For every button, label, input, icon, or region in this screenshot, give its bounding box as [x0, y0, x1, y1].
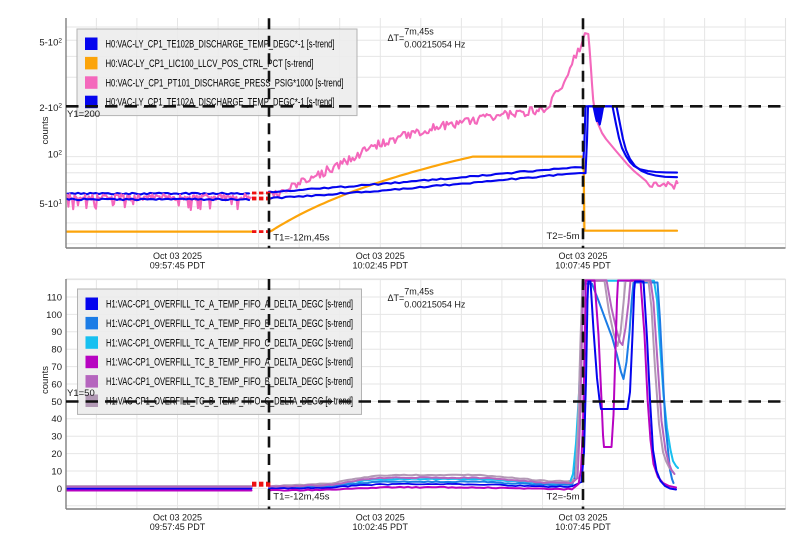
svg-text:7m,45s: 7m,45s: [404, 26, 434, 36]
svg-text:T1=-12m,45s: T1=-12m,45s: [273, 232, 329, 243]
svg-text:Oct 03 2025: Oct 03 2025: [356, 513, 405, 523]
svg-text:40: 40: [51, 414, 62, 425]
svg-text:80: 80: [51, 345, 62, 356]
svg-text:7m,45s: 7m,45s: [404, 287, 434, 297]
svg-text:Oct 03 2025: Oct 03 2025: [153, 513, 202, 523]
svg-text:H0:VAC-LY_CP1_LIC100_LLCV_POS_: H0:VAC-LY_CP1_LIC100_LLCV_POS_CTRL_PCT […: [106, 58, 314, 70]
svg-text:counts: counts: [40, 116, 51, 144]
svg-text:H1:VAC-CP1_OVERFILL_TC_B_TEMP_: H1:VAC-CP1_OVERFILL_TC_B_TEMP_FIFO_A_DEL…: [106, 357, 353, 369]
svg-text:T2=-5m: T2=-5m: [547, 231, 580, 242]
svg-text:H0:VAC-LY_CP1_TE102A_DISCHARGE: H0:VAC-LY_CP1_TE102A_DISCHARGE_TEMP_DEGC…: [106, 97, 335, 109]
svg-text:T1=-12m,45s: T1=-12m,45s: [273, 492, 329, 503]
svg-text:H1:VAC-CP1_OVERFILL_TC_B_TEMP_: H1:VAC-CP1_OVERFILL_TC_B_TEMP_FIFO_B_DEL…: [106, 376, 353, 388]
svg-text:H1:VAC-CP1_OVERFILL_TC_A_TEMP_: H1:VAC-CP1_OVERFILL_TC_A_TEMP_FIFO_A_DEL…: [106, 299, 353, 311]
svg-text:5-101: 5-101: [39, 199, 62, 210]
svg-text:ΔT=: ΔT=: [388, 293, 405, 303]
svg-text:10:07:45 PDT: 10:07:45 PDT: [555, 522, 611, 532]
svg-text:Oct 03 2025: Oct 03 2025: [356, 251, 405, 261]
svg-text:102: 102: [48, 149, 63, 160]
svg-text:100: 100: [46, 310, 62, 321]
svg-text:10: 10: [51, 466, 62, 477]
svg-text:0.00215054 Hz: 0.00215054 Hz: [404, 300, 466, 310]
svg-text:30: 30: [51, 432, 62, 443]
svg-text:counts: counts: [40, 366, 51, 394]
svg-text:T2=-5m: T2=-5m: [547, 492, 580, 503]
svg-text:70: 70: [51, 362, 62, 373]
svg-text:10:07:45 PDT: 10:07:45 PDT: [555, 260, 611, 270]
svg-text:90: 90: [51, 327, 62, 338]
svg-text:10:02:45 PDT: 10:02:45 PDT: [352, 260, 408, 270]
svg-text:5-102: 5-102: [39, 38, 62, 49]
svg-text:09:57:45 PDT: 09:57:45 PDT: [150, 260, 206, 270]
svg-text:Oct 03 2025: Oct 03 2025: [558, 513, 607, 523]
svg-text:H1:VAC-CP1_OVERFILL_TC_A_TEMP_: H1:VAC-CP1_OVERFILL_TC_A_TEMP_FIFO_B_DEL…: [106, 318, 353, 330]
svg-text:50: 50: [51, 397, 62, 408]
svg-text:10:02:45 PDT: 10:02:45 PDT: [352, 522, 408, 532]
svg-text:H1:VAC-CP1_OVERFILL_TC_A_TEMP_: H1:VAC-CP1_OVERFILL_TC_A_TEMP_FIFO_C_DEL…: [106, 337, 353, 349]
svg-text:H0:VAC-LY_CP1_TE102B_DISCHARGE: H0:VAC-LY_CP1_TE102B_DISCHARGE_TEMP_DEGC…: [106, 39, 335, 51]
svg-text:60: 60: [51, 379, 62, 390]
svg-text:2-102: 2-102: [39, 103, 62, 114]
svg-text:0.00215054 Hz: 0.00215054 Hz: [404, 39, 466, 49]
svg-text:0: 0: [57, 484, 62, 495]
svg-text:Oct 03 2025: Oct 03 2025: [153, 251, 202, 261]
svg-text:Oct 03 2025: Oct 03 2025: [558, 251, 607, 261]
svg-text:09:57:45 PDT: 09:57:45 PDT: [150, 522, 206, 532]
svg-text:Y1=200: Y1=200: [67, 109, 100, 120]
svg-text:Y1=50: Y1=50: [67, 388, 95, 399]
svg-text:20: 20: [51, 449, 62, 460]
svg-text:H0:VAC-LY_CP1_PT101_DISCHARGE_: H0:VAC-LY_CP1_PT101_DISCHARGE_PRESS_PSIG…: [106, 77, 344, 89]
svg-text:ΔT=: ΔT=: [388, 33, 405, 43]
svg-text:110: 110: [47, 292, 62, 303]
